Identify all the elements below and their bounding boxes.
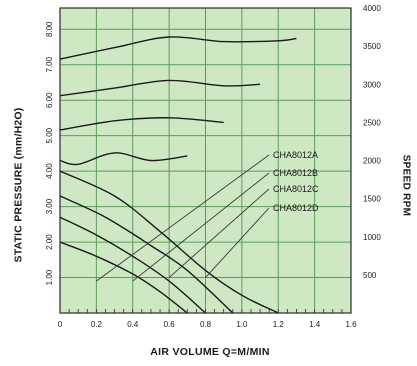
y2-tick-label: 3000: [363, 80, 381, 89]
x-tick-label: 0: [58, 320, 63, 329]
y2-tick-label: 3500: [363, 42, 381, 51]
legend-leader-cha8012a: [96, 154, 270, 282]
y-axis-label-right-text: SPEED RPM: [400, 154, 412, 216]
speed-curve-cha8012a: [59, 152, 188, 166]
legend-leader-cha8012b: [132, 172, 270, 282]
legend-label-cha8012b: CHA8012B: [273, 168, 318, 178]
speed-curve-cha8012c: [59, 79, 261, 97]
y-tick-label: 1.00: [45, 269, 54, 285]
speed-curve-cha8012b: [59, 117, 224, 131]
y2-tick-label: 2000: [363, 157, 381, 166]
x-tick-label: 0.8: [200, 320, 212, 329]
pressure-curve-cha8012a: [59, 241, 188, 314]
y2-tick-label: 4000: [363, 4, 381, 13]
legend-label-cha8012c: CHA8012C: [273, 184, 319, 194]
y2-tick-label: 1500: [363, 195, 381, 204]
x-tick-label: 0.6: [164, 320, 176, 329]
y-tick-label: 7.00: [45, 56, 54, 72]
x-tick-label: 1.6: [345, 320, 357, 329]
y-tick-label: 4.00: [45, 163, 54, 179]
legend-leader-cha8012d: [205, 207, 270, 278]
x-axis-label: AIR VOLUME Q=M/MIN: [150, 346, 270, 358]
pressure-curve-cha8012b: [59, 216, 206, 314]
y-axis-label-left-text: STATIC PRESSURE (mm/H2O): [12, 107, 24, 263]
legend-label-cha8012d: CHA8012D: [273, 203, 319, 213]
y-axis-label-left: STATIC PRESSURE (mm/H2O): [6, 60, 30, 310]
y-tick-label: 8.00: [45, 21, 54, 37]
y-tick-label: 6.00: [45, 92, 54, 108]
legend-leader-cha8012c: [168, 188, 270, 278]
y-tick-label: 2.00: [45, 234, 54, 250]
x-tick-label: 1.2: [273, 320, 285, 329]
y2-tick-label: 500: [363, 271, 377, 280]
legend-label-cha8012a: CHA8012A: [273, 150, 318, 160]
y2-tick-label: 2500: [363, 118, 381, 127]
speed-curve-cha8012d: [59, 36, 297, 60]
y-tick-label: 3.00: [45, 198, 54, 214]
y2-tick-label: 1000: [363, 233, 381, 242]
y-tick-label: 5.00: [45, 127, 54, 143]
x-tick-label: 0.2: [91, 320, 103, 329]
pressure-curve-cha8012c: [59, 195, 234, 314]
pressure-curve-cha8012d: [59, 170, 279, 314]
y-axis-label-right: SPEED RPM: [396, 60, 416, 310]
x-tick-label: 0.4: [127, 320, 139, 329]
x-tick-label: 1.0: [236, 320, 248, 329]
x-tick-label: 1.4: [309, 320, 321, 329]
